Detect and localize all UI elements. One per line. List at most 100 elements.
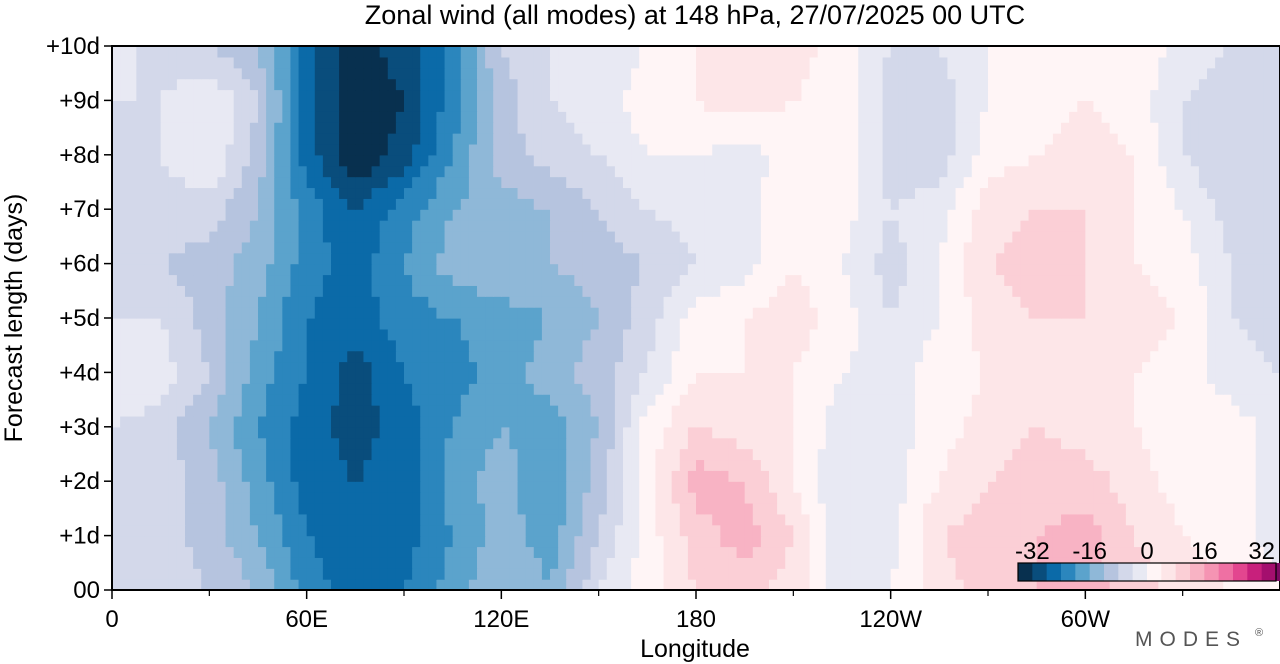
heatmap-cell: [1190, 307, 1200, 319]
heatmap-cell: [1020, 535, 1030, 548]
heatmap-cell: [817, 470, 827, 482]
heatmap-cell: [363, 339, 373, 352]
heatmap-cell: [825, 350, 835, 363]
heatmap-cell: [501, 383, 511, 395]
heatmap-cell: [128, 459, 137, 471]
heatmap-cell: [176, 296, 186, 308]
heatmap-cell: [1207, 459, 1216, 471]
heatmap-cell: [533, 557, 543, 569]
heatmap-cell: [339, 241, 348, 254]
heatmap-cell: [379, 459, 389, 471]
heatmap-cell: [947, 459, 957, 471]
heatmap-cell: [1182, 502, 1192, 515]
heatmap-cell: [1061, 394, 1070, 406]
heatmap-cell: [517, 535, 527, 548]
heatmap-cell: [452, 296, 462, 308]
heatmap-cell: [1207, 350, 1216, 363]
heatmap-cell: [744, 241, 754, 254]
heatmap-cell: [1085, 535, 1095, 548]
heatmap-cell: [1093, 263, 1103, 276]
heatmap-cell: [1085, 220, 1095, 232]
heatmap-cell: [1077, 546, 1086, 558]
heatmap-cell: [915, 470, 924, 482]
heatmap-cell: [736, 394, 746, 406]
heatmap-cell: [1069, 492, 1078, 504]
heatmap-cell: [874, 220, 884, 232]
heatmap-cell: [128, 568, 137, 580]
heatmap-cell: [631, 481, 640, 493]
heatmap-cell: [931, 405, 940, 417]
heatmap-cell: [371, 383, 381, 395]
heatmap-cell: [1190, 220, 1200, 232]
heatmap-cell: [1231, 350, 1241, 363]
heatmap-cell: [801, 318, 811, 330]
heatmap-cell: [1012, 492, 1022, 504]
heatmap-cell: [866, 426, 876, 439]
heatmap-cell: [460, 328, 470, 341]
heatmap-cell: [371, 426, 381, 439]
heatmap-cell: [1020, 481, 1030, 493]
heatmap-cell: [704, 415, 713, 428]
heatmap-cell: [728, 524, 738, 537]
heatmap-cell: [712, 328, 721, 341]
heatmap-cell: [979, 350, 989, 363]
heatmap-cell: [623, 492, 632, 504]
heatmap-cell: [1028, 502, 1038, 515]
heatmap-cell: [744, 524, 754, 537]
heatmap-cell: [363, 437, 373, 450]
heatmap-cell: [558, 263, 567, 276]
heatmap-cell: [412, 415, 421, 428]
heatmap-cell: [420, 492, 429, 504]
heatmap-cell: [217, 513, 227, 526]
heatmap-cell: [760, 568, 770, 580]
heatmap-cell: [931, 502, 940, 515]
heatmap-cell: [971, 524, 981, 537]
heatmap-cell: [890, 296, 900, 308]
heatmap-cell: [1207, 448, 1216, 461]
heatmap-cell: [1012, 318, 1022, 330]
heatmap-cell: [306, 383, 316, 395]
heatmap-cell: [898, 405, 908, 417]
heatmap-cell: [193, 285, 202, 297]
heatmap-cell: [979, 372, 989, 384]
heatmap-cell: [1255, 579, 1265, 591]
heatmap-cell: [120, 470, 129, 482]
heatmap-cell: [420, 448, 429, 461]
heatmap-cell: [258, 328, 267, 341]
heatmap-cell: [1061, 459, 1070, 471]
heatmap-cell: [1125, 285, 1135, 297]
heatmap-cell: [1247, 502, 1257, 515]
heatmap-cell: [623, 502, 632, 515]
heatmap-cell: [420, 557, 429, 569]
heatmap-cell: [882, 230, 892, 243]
heatmap-cell: [558, 568, 567, 580]
heatmap-cell: [379, 502, 389, 515]
heatmap-cell: [582, 328, 592, 341]
heatmap-cell: [1044, 394, 1054, 406]
heatmap-cell: [777, 524, 786, 537]
heatmap-cell: [387, 296, 397, 308]
heatmap-cell: [339, 394, 348, 406]
heatmap-cell: [671, 492, 681, 504]
heatmap-cell: [1166, 307, 1176, 319]
heatmap-cell: [493, 394, 502, 406]
heatmap-cell: [736, 502, 746, 515]
heatmap-cell: [1036, 383, 1046, 395]
heatmap-cell: [128, 350, 137, 363]
heatmap-cell: [185, 252, 194, 265]
heatmap-cell: [128, 252, 137, 265]
heatmap-cell: [379, 394, 389, 406]
heatmap-cell: [266, 557, 275, 569]
heatmap-cell: [809, 481, 819, 493]
heatmap-cell: [314, 448, 324, 461]
heatmap-cell: [314, 557, 324, 569]
heatmap-cell: [1150, 241, 1159, 254]
heatmap-cell: [485, 328, 494, 341]
heatmap-cell: [1239, 415, 1249, 428]
heatmap-cell: [1231, 252, 1241, 265]
heatmap-cell: [1134, 459, 1143, 471]
heatmap-cell: [347, 557, 356, 569]
heatmap-cell: [152, 470, 162, 482]
heatmap-cell: [1077, 394, 1086, 406]
